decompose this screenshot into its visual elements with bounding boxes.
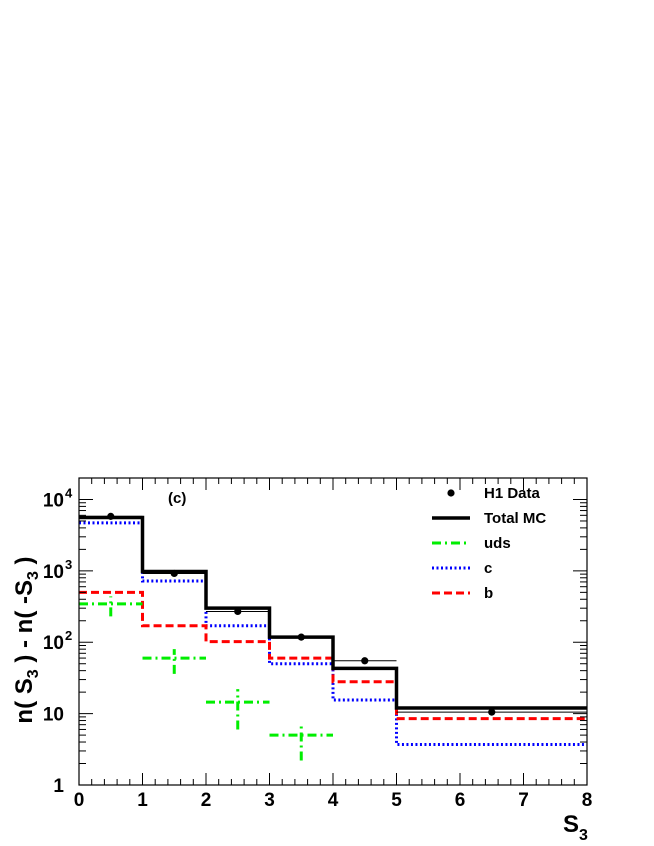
y-axis-title-sub: 3 (25, 571, 42, 580)
x-axis-title-sub: 3 (579, 827, 588, 844)
x-axis-title-main: S (563, 811, 579, 838)
y-axis-title-part: ) (11, 556, 38, 571)
y-tick-exponent: 4 (65, 485, 73, 500)
y-tick-label: 1 (53, 776, 64, 797)
data-point (297, 633, 305, 641)
data-point (361, 657, 369, 665)
x-tick-label: 7 (518, 790, 529, 811)
legend-label: H1 Data (484, 485, 541, 502)
data-point (170, 569, 178, 578)
data-points (79, 512, 587, 716)
x-tick-label: 2 (201, 790, 212, 811)
y-axis-title-part: ) - n( -S (11, 580, 38, 669)
x-tick-label: 8 (582, 790, 593, 811)
x-tick-label: 3 (264, 790, 275, 811)
y-tick-exponent: 2 (65, 628, 72, 643)
uds-crosses (79, 596, 333, 761)
legend: H1 Data Total MC uds cb (432, 485, 546, 602)
y-axis-title-sub: 3 (25, 669, 42, 678)
y-tick-label: 10 (43, 490, 64, 511)
y-tick-label: 10 (43, 633, 64, 654)
x-tick-label: 0 (74, 790, 85, 811)
axis-ticks (78, 477, 588, 786)
data-point (488, 708, 496, 716)
legend-label: b (484, 585, 493, 602)
histogram-steps (79, 515, 587, 746)
svg-text:n( S3 ) - n( -S3 ): n( S3 ) - n( -S3 ) (11, 556, 42, 723)
y-axis-title: n( S3 ) - n( -S3 ) (11, 556, 42, 723)
x-tick-label: 4 (328, 790, 339, 811)
y-tick-label: 10 (43, 562, 64, 583)
legend-label: c (484, 560, 492, 577)
panel-label: (c) (168, 490, 186, 507)
y-tick-label: 10 (43, 705, 64, 726)
x-tick-label: 1 (137, 790, 148, 811)
x-axis-title: S 3 (563, 811, 588, 844)
x-tick-label: 5 (391, 790, 402, 811)
x-tick-label: 6 (455, 790, 466, 811)
data-point (107, 512, 115, 520)
data-point (234, 607, 242, 616)
legend-marker (447, 489, 455, 497)
step-line-c (79, 521, 587, 746)
y-tick-exponent: 3 (65, 557, 72, 572)
legend-label: uds (484, 535, 511, 552)
step-line-total-mc (79, 515, 587, 710)
y-axis-title-part: n( S (11, 678, 38, 723)
legend-label: Total MC (484, 510, 546, 527)
